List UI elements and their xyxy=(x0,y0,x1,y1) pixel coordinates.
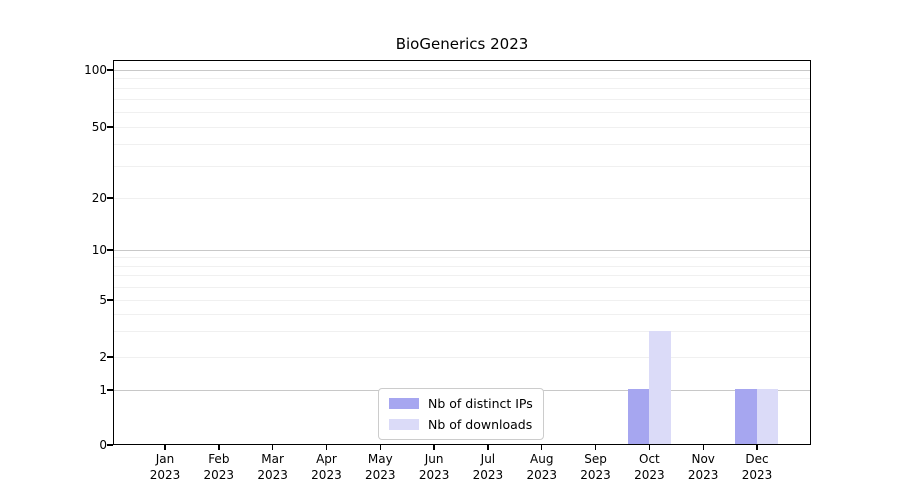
y-tick-label: 10 xyxy=(91,243,107,257)
x-tick-label: May 2023 xyxy=(364,452,396,482)
x-tick-mark xyxy=(541,445,543,450)
minor-gridline xyxy=(114,88,810,90)
chart-title: BioGenerics 2023 xyxy=(395,35,529,53)
minor-gridline xyxy=(114,286,810,288)
x-tick-label: Nov 2023 xyxy=(687,452,719,482)
minor-gridline xyxy=(114,166,810,168)
major-gridline xyxy=(114,69,810,71)
minor-gridline xyxy=(114,275,810,277)
x-tick-mark xyxy=(164,445,166,450)
y-tick-label: 50 xyxy=(91,120,107,134)
minor-gridline xyxy=(114,313,810,315)
y-tick-label: 5 xyxy=(99,293,107,307)
x-tick-label: Feb 2023 xyxy=(203,452,235,482)
x-tick-mark xyxy=(594,445,597,450)
x-tick-label: Aug 2023 xyxy=(526,452,557,482)
x-tick-label: Oct 2023 xyxy=(634,452,665,482)
x-tick-mark xyxy=(648,445,651,450)
legend-label: Nb of distinct IPs xyxy=(428,396,533,411)
x-tick-mark xyxy=(271,445,274,450)
y-tick-label: 0 xyxy=(99,438,107,452)
x-tick-label: Dec 2023 xyxy=(741,452,773,482)
minor-gridline xyxy=(114,111,810,113)
minor-gridline xyxy=(114,265,810,267)
legend-swatch xyxy=(389,398,419,409)
x-tick-label: Apr 2023 xyxy=(311,452,342,482)
bar-distinct-ips-oct xyxy=(627,389,650,444)
legend-item: Nb of distinct IPs xyxy=(389,396,533,411)
y-tick-label: 100 xyxy=(84,63,107,77)
x-tick-mark xyxy=(325,445,328,450)
legend-item: Nb of downloads xyxy=(389,417,533,432)
plot-area xyxy=(113,59,811,445)
x-tick-label: Mar 2023 xyxy=(257,452,288,482)
minor-gridline xyxy=(114,257,810,259)
x-tick-label: Jan 2023 xyxy=(149,452,181,482)
legend-label: Nb of downloads xyxy=(428,417,533,432)
minor-gridline xyxy=(114,356,810,358)
x-tick-mark xyxy=(379,445,381,450)
legend: Nb of distinct IPs Nb of downloads xyxy=(378,388,544,440)
minor-gridline xyxy=(114,197,810,199)
x-tick-mark xyxy=(487,445,489,450)
y-tick-label: 2 xyxy=(99,350,107,364)
x-tick-mark xyxy=(756,445,758,450)
x-tick-mark xyxy=(433,445,435,450)
y-tick-label: 1 xyxy=(99,383,107,397)
bar-downloads-oct xyxy=(649,330,671,444)
minor-gridline xyxy=(114,126,810,128)
major-gridline xyxy=(114,249,810,251)
x-tick-label: Sep 2023 xyxy=(580,452,611,482)
minor-gridline xyxy=(114,143,810,145)
x-tick-mark xyxy=(218,445,220,450)
x-tick-label: Jun 2023 xyxy=(418,452,450,482)
bar-distinct-ips-dec xyxy=(735,389,757,444)
minor-gridline xyxy=(114,78,810,80)
minor-gridline xyxy=(114,299,810,301)
minor-gridline xyxy=(114,99,810,101)
legend-swatch xyxy=(389,419,419,430)
x-tick-label: Jul 2023 xyxy=(472,452,504,482)
y-tick-label: 20 xyxy=(91,191,107,205)
bar-downloads-dec xyxy=(756,389,779,444)
x-tick-mark xyxy=(702,445,704,450)
minor-gridline xyxy=(114,331,810,333)
